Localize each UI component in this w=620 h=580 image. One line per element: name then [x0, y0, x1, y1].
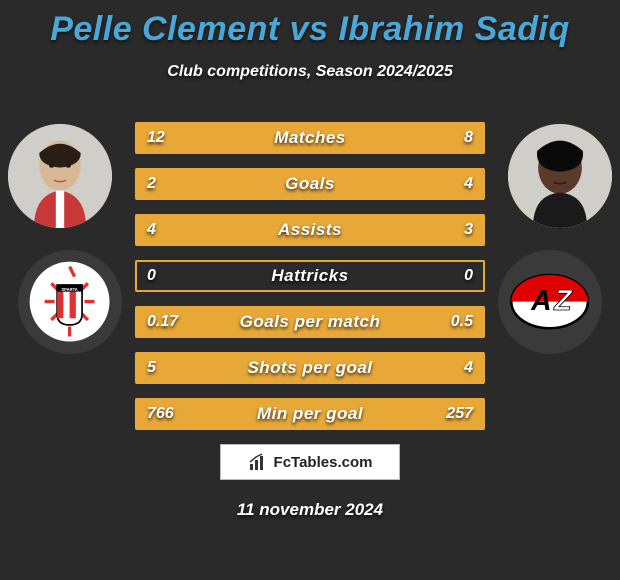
stat-value-right: 4	[464, 354, 473, 382]
player2-avatar	[508, 124, 612, 228]
stat-row: 766Min per goal257	[135, 398, 485, 430]
stat-label: Matches	[137, 124, 483, 152]
stat-label: Goals per match	[137, 308, 483, 336]
subtitle: Club competitions, Season 2024/2025	[0, 63, 620, 81]
stat-label: Shots per goal	[137, 354, 483, 382]
stat-value-right: 257	[446, 400, 473, 428]
footer-date: 11 november 2024	[0, 500, 620, 520]
stat-value-right: 0	[464, 262, 473, 290]
stat-value-right: 8	[464, 124, 473, 152]
stat-row: 2Goals4	[135, 168, 485, 200]
player2-name: Ibrahim Sadiq	[338, 10, 569, 48]
stat-value-right: 4	[464, 170, 473, 198]
comparison-title: Pelle Clement vs Ibrahim Sadiq	[0, 0, 620, 49]
stat-value-right: 3	[464, 216, 473, 244]
svg-text:SPARTA: SPARTA	[62, 287, 78, 292]
stat-row: 4Assists3	[135, 214, 485, 246]
player1-club-badge: SPARTA	[18, 250, 122, 354]
player2-club-badge: A Z	[498, 250, 602, 354]
title-vs: vs	[290, 10, 329, 48]
stat-label: Assists	[137, 216, 483, 244]
footer-brand-text: FcTables.com	[274, 454, 373, 471]
stats-table: 12Matches82Goals44Assists30Hattricks00.1…	[135, 122, 485, 444]
stat-row: 12Matches8	[135, 122, 485, 154]
chart-icon	[248, 452, 268, 472]
stat-row: 0Hattricks0	[135, 260, 485, 292]
svg-text:Z: Z	[554, 284, 574, 316]
stat-label: Hattricks	[137, 262, 483, 290]
svg-text:A: A	[530, 284, 551, 316]
stat-label: Min per goal	[137, 400, 483, 428]
stat-label: Goals	[137, 170, 483, 198]
stat-row: 0.17Goals per match0.5	[135, 306, 485, 338]
stat-value-right: 0.5	[451, 308, 473, 336]
stat-row: 5Shots per goal4	[135, 352, 485, 384]
player1-name: Pelle Clement	[50, 10, 279, 48]
player1-avatar	[8, 124, 112, 228]
fctables-logo: FcTables.com	[220, 444, 400, 480]
